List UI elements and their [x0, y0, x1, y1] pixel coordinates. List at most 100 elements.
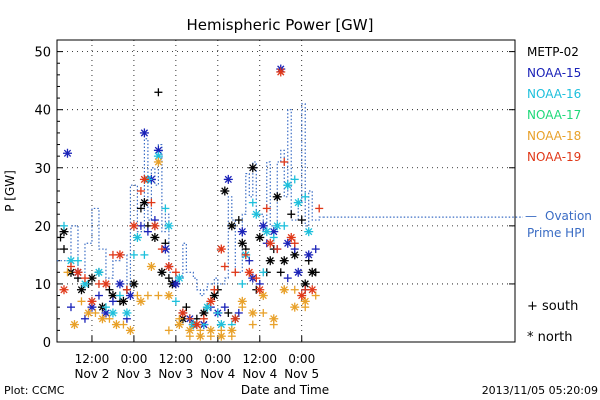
south-point [136, 204, 145, 213]
north-point [237, 238, 247, 248]
south-point [259, 308, 268, 317]
south-point [63, 268, 72, 277]
x-tick-day: Nov 2 [75, 367, 110, 381]
south-point [171, 268, 180, 277]
south-point [252, 274, 261, 283]
south-point [238, 279, 247, 288]
south-point [105, 285, 114, 294]
south-point [220, 303, 229, 312]
north-point [244, 267, 254, 277]
north-point [115, 250, 125, 260]
ovation-legend-dash: — [525, 209, 537, 223]
north-point [164, 221, 174, 231]
south-point [234, 308, 243, 317]
north-point [150, 221, 160, 231]
north-point [265, 256, 275, 266]
north-point [293, 267, 303, 277]
south-point [248, 320, 257, 329]
north-point [307, 267, 317, 277]
north-point [227, 325, 237, 335]
north-point [227, 221, 237, 231]
south-point [56, 233, 65, 242]
north-point [216, 244, 226, 254]
south-point [147, 198, 156, 207]
x-tick-time: 0:00 [288, 352, 315, 366]
ovation-step-line [57, 103, 324, 297]
symbol-legend-entry: + south [527, 299, 578, 314]
south-point [154, 291, 163, 300]
south-point [269, 233, 278, 242]
north-point [87, 302, 97, 312]
symbol-legend: + south * north [527, 299, 578, 345]
legend-entry: METP-02 [527, 45, 579, 59]
south-point [143, 227, 152, 236]
north-point [87, 296, 97, 306]
north-point [174, 273, 184, 283]
north-point [178, 308, 188, 318]
north-point [195, 331, 205, 341]
legend-entry: NOAA-19 [527, 150, 581, 164]
north-point [94, 267, 104, 277]
x-tick-time: 12:00 [242, 352, 277, 366]
south-point [77, 297, 86, 306]
south-point [80, 314, 89, 323]
north-point [73, 267, 83, 277]
north-point [255, 232, 265, 242]
north-point [118, 296, 128, 306]
north-point [300, 279, 310, 289]
north-point [272, 221, 282, 231]
north-point [223, 174, 233, 184]
north-point [192, 320, 202, 330]
south-point [108, 297, 117, 306]
north-point [279, 256, 289, 266]
legend: METP-02 NOAA-15 NOAA-16 NOAA-17 NOAA-18 NOAA-… [525, 45, 592, 240]
north-point [153, 145, 163, 155]
south-point [161, 204, 170, 213]
ovation-series [57, 103, 523, 297]
north-point [279, 285, 289, 295]
north-point [101, 279, 111, 289]
north-point [62, 148, 72, 158]
south-point [143, 291, 152, 300]
north-point [258, 291, 268, 301]
south-point [101, 303, 110, 312]
south-point [59, 245, 68, 254]
north-point [237, 296, 247, 306]
north-point [269, 314, 279, 324]
legend-entry: NOAA-16 [527, 87, 581, 101]
south-point [66, 303, 75, 312]
footer-right: 2013/11/05 05:20:09 [482, 384, 598, 397]
footer-left: Plot: CCMC [4, 384, 65, 397]
north-point [150, 232, 160, 242]
south-point [311, 291, 320, 300]
x-tick-day: Nov 5 [284, 367, 319, 381]
north-point [237, 227, 247, 237]
north-point [132, 232, 142, 242]
y-tick-labels: 0 10 20 30 40 50 [34, 39, 515, 351]
south-point [262, 204, 271, 213]
legend-entry: NOAA-15 [527, 66, 581, 80]
north-point [293, 198, 303, 208]
south-point [164, 274, 173, 283]
south-point [129, 250, 138, 259]
north-point [129, 221, 139, 231]
south-point [66, 262, 75, 271]
north-point [206, 325, 216, 335]
south-point [224, 308, 233, 317]
south-point [245, 256, 254, 265]
south-point [220, 262, 229, 271]
south-point [276, 268, 285, 277]
north-point [300, 296, 310, 306]
north-point [115, 279, 125, 289]
south-point [185, 314, 194, 323]
south-point [315, 204, 324, 213]
north-point [139, 128, 149, 138]
north-point [122, 308, 132, 318]
x-tick-time: 0:00 [204, 352, 231, 366]
south-point [182, 303, 191, 312]
south-point [231, 268, 240, 277]
north-point [125, 325, 135, 335]
north-point [216, 331, 226, 341]
x-tick-time: 12:00 [75, 352, 110, 366]
